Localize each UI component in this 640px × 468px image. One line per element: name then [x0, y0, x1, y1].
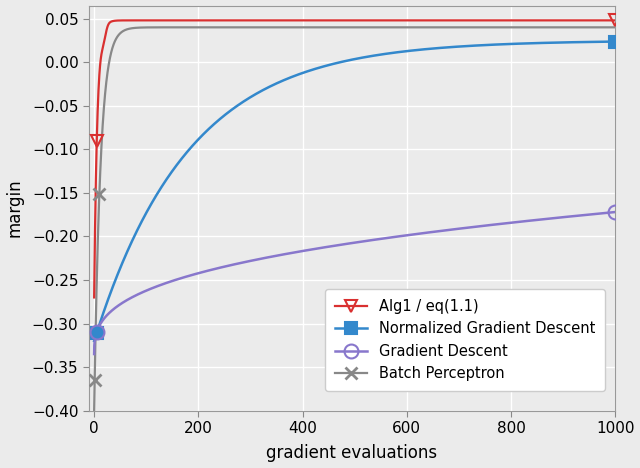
Y-axis label: margin: margin [6, 179, 24, 237]
X-axis label: gradient evaluations: gradient evaluations [266, 445, 438, 462]
Legend: Alg1 / eq(1.1), Normalized Gradient Descent, Gradient Descent, Batch Perceptron: Alg1 / eq(1.1), Normalized Gradient Desc… [324, 289, 605, 391]
